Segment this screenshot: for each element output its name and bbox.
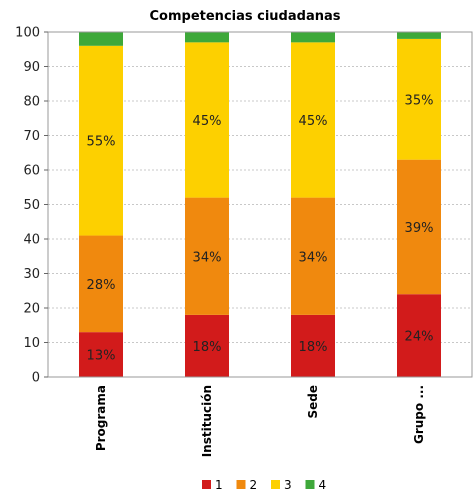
bar-segment <box>185 42 229 198</box>
x-tick-label: Institución <box>200 385 214 457</box>
y-tick-label: 100 <box>15 26 40 41</box>
legend-label: 1 <box>215 478 223 492</box>
bar-segment <box>79 235 123 333</box>
data-label: 34% <box>193 250 222 265</box>
chart-title: Competencias ciudadanas <box>150 9 341 24</box>
y-tick-label: 70 <box>23 129 40 144</box>
legend-swatch <box>236 480 246 489</box>
y-tick-label: 20 <box>23 302 40 317</box>
data-label: 55% <box>87 135 116 150</box>
x-axis-ticks: Programa Institución Sede Grupo ... <box>94 385 426 457</box>
data-label: 34% <box>299 250 328 265</box>
bar-segment <box>397 32 441 39</box>
y-tick-label: 60 <box>23 164 40 179</box>
y-tick-label: 40 <box>23 233 40 248</box>
x-tick-label: Sede <box>306 385 320 419</box>
legend-swatch <box>202 480 211 489</box>
bar-segment <box>291 32 335 43</box>
bars <box>79 32 441 377</box>
data-label: 18% <box>193 340 222 355</box>
bar-segment <box>185 197 229 315</box>
data-label: 18% <box>299 340 328 355</box>
legend-label: 4 <box>319 478 327 492</box>
y-tick-label: 10 <box>23 336 40 351</box>
bar-segment <box>291 197 335 315</box>
legend-swatch <box>271 480 280 489</box>
data-labels: 13% 28% 55% 18% 34% 45% 18% 34% 45% 24% 39% 35% <box>87 93 434 363</box>
x-tick-label: Grupo ... <box>412 385 426 444</box>
y-tick-label: 0 <box>32 371 40 386</box>
legend-label: 2 <box>250 478 258 492</box>
data-label: 24% <box>405 330 434 345</box>
bar-segment <box>185 314 229 377</box>
bar-segment <box>397 294 441 377</box>
y-axis-ticks: 0 10 20 30 40 50 60 70 80 90 100 <box>15 26 48 386</box>
y-tick-label: 50 <box>23 198 40 213</box>
x-tick-label: Programa <box>94 385 108 451</box>
y-tick-label: 80 <box>23 95 40 110</box>
bar-segment <box>79 45 123 236</box>
bar-segment <box>79 332 123 377</box>
y-tick-label: 90 <box>23 60 40 75</box>
bar-segment <box>397 38 441 160</box>
bar-segment <box>79 32 123 46</box>
bar-segment <box>185 32 229 43</box>
legend-swatch <box>305 480 315 489</box>
data-label: 39% <box>405 221 434 236</box>
legend: 1 2 3 4 <box>202 478 326 492</box>
data-label: 13% <box>87 349 116 364</box>
legend-label: 3 <box>284 478 292 492</box>
bar-segment <box>397 159 441 295</box>
data-label: 35% <box>405 93 434 108</box>
data-label: 45% <box>299 114 328 129</box>
bar-segment <box>291 42 335 198</box>
data-label: 28% <box>87 278 116 293</box>
y-tick-label: 30 <box>23 267 40 282</box>
data-label: 45% <box>193 114 222 129</box>
bar-segment <box>291 314 335 377</box>
